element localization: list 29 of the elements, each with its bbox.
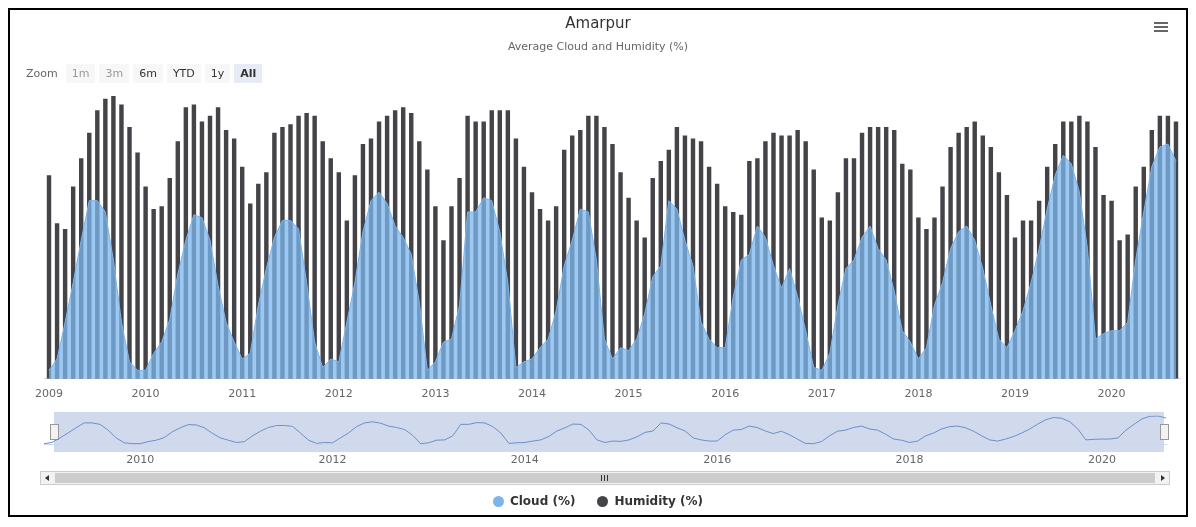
text: 6m xyxy=(133,64,163,83)
x-tick-label: 2018 xyxy=(895,453,924,467)
x-tick-label: 2014 xyxy=(510,453,539,467)
x-tick-label: 2012 xyxy=(318,453,347,467)
text: 1y xyxy=(204,64,231,83)
text: YTD xyxy=(166,64,201,83)
legend-label: Humidity (%) xyxy=(614,494,704,508)
chart-subtitle: Average Cloud and Humidity (%) xyxy=(506,40,690,53)
text: 1m xyxy=(65,64,96,83)
text: Zoom xyxy=(26,67,58,80)
x-tick-label: 2012 xyxy=(324,387,353,401)
x-tick-label: 2020 xyxy=(1087,453,1116,467)
text: All xyxy=(234,64,263,83)
x-tick-label: 2018 xyxy=(904,387,933,401)
x-tick-label: 2011 xyxy=(228,387,257,401)
x-tick-label: 2015 xyxy=(614,387,643,401)
x-tick-label: 2020 xyxy=(1097,387,1126,401)
x-tick-label: 2010 xyxy=(126,453,155,467)
x-tick-label: 2017 xyxy=(807,387,836,401)
x-tick-label: 2019 xyxy=(1000,387,1029,401)
x-tick-label: 2016 xyxy=(711,387,740,401)
x-tick-label: 2009 xyxy=(35,387,64,401)
text: 3m xyxy=(99,64,130,83)
x-tick-label: 2013 xyxy=(421,387,450,401)
x-tick-label: 2016 xyxy=(703,453,732,467)
x-tick-label: 2014 xyxy=(518,387,546,401)
x-tick-label: 2010 xyxy=(131,387,160,401)
chart-title: Amarpur xyxy=(564,14,632,32)
legend-label: Cloud (%) xyxy=(509,494,576,508)
